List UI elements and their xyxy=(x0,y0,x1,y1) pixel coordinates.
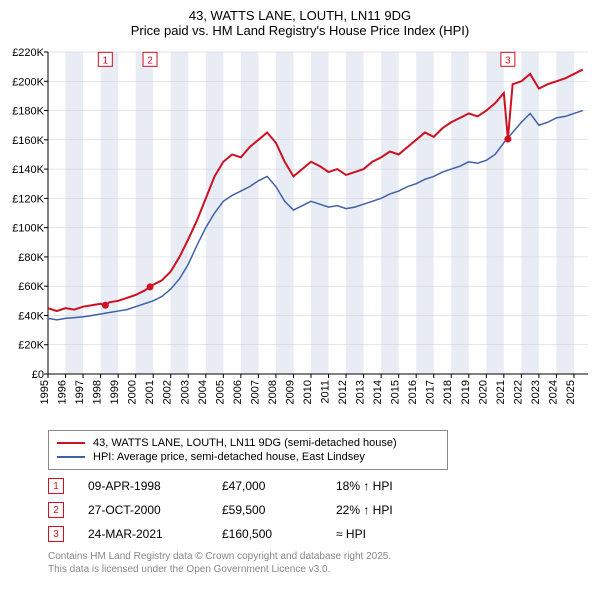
legend-box: 43, WATTS LANE, LOUTH, LN11 9DG (semi-de… xyxy=(48,430,448,470)
svg-text:2011: 2011 xyxy=(320,380,332,404)
svg-text:2021: 2021 xyxy=(495,380,507,404)
marker-badge: 3 xyxy=(48,526,64,542)
legend-swatch xyxy=(57,456,85,458)
svg-text:2020: 2020 xyxy=(477,380,489,404)
svg-text:2018: 2018 xyxy=(442,380,454,404)
svg-text:£140K: £140K xyxy=(12,164,44,176)
svg-text:2019: 2019 xyxy=(460,380,472,404)
svg-text:1: 1 xyxy=(103,55,109,66)
svg-text:2004: 2004 xyxy=(197,380,209,404)
sale-date: 09-APR-1998 xyxy=(88,479,198,493)
sales-row: 1 09-APR-1998 £47,000 18% ↑ HPI xyxy=(48,478,596,494)
svg-text:1997: 1997 xyxy=(74,380,86,404)
svg-text:2013: 2013 xyxy=(355,380,367,404)
sale-price: £59,500 xyxy=(222,503,312,517)
svg-text:£80K: £80K xyxy=(18,252,44,264)
svg-text:2022: 2022 xyxy=(512,380,524,404)
legend-swatch xyxy=(57,442,85,444)
sale-hpi-diff: ≈ HPI xyxy=(336,527,426,541)
svg-text:2008: 2008 xyxy=(267,380,279,404)
svg-text:£20K: £20K xyxy=(18,340,44,352)
svg-text:2015: 2015 xyxy=(390,380,402,404)
svg-text:£220K: £220K xyxy=(12,47,44,59)
svg-text:£60K: £60K xyxy=(18,281,44,293)
svg-text:2002: 2002 xyxy=(162,380,174,404)
chart-container: 43, WATTS LANE, LOUTH, LN11 9DG Price pa… xyxy=(0,0,600,580)
line-chart-svg: £0 £20K £40K £60K £80K £100K £120K £140K £160K £1… xyxy=(4,44,596,424)
svg-text:2001: 2001 xyxy=(144,380,156,404)
footer-line2: This data is licensed under the Open Gov… xyxy=(48,563,596,576)
sale-hpi-diff: 18% ↑ HPI xyxy=(336,479,426,493)
legend-item: HPI: Average price, semi-detached house,… xyxy=(57,451,439,463)
svg-text:£100K: £100K xyxy=(12,223,44,235)
legend-item: 43, WATTS LANE, LOUTH, LN11 9DG (semi-de… xyxy=(57,437,439,449)
svg-text:2016: 2016 xyxy=(407,380,419,404)
svg-text:1999: 1999 xyxy=(109,380,121,404)
svg-text:£200K: £200K xyxy=(12,76,44,88)
svg-text:2023: 2023 xyxy=(530,380,542,404)
legend-label: HPI: Average price, semi-detached house,… xyxy=(93,451,365,463)
svg-text:2005: 2005 xyxy=(214,380,226,404)
sale-date: 24-MAR-2021 xyxy=(88,527,198,541)
svg-text:1998: 1998 xyxy=(92,380,104,404)
svg-text:£180K: £180K xyxy=(12,106,44,118)
sales-row: 3 24-MAR-2021 £160,500 ≈ HPI xyxy=(48,526,596,542)
svg-text:1995: 1995 xyxy=(39,380,51,404)
sale-price: £160,500 xyxy=(222,527,312,541)
svg-text:£40K: £40K xyxy=(18,310,44,322)
title-line1: 43, WATTS LANE, LOUTH, LN11 9DG xyxy=(4,8,596,23)
marker-badge: 2 xyxy=(48,502,64,518)
sale-date: 27-OCT-2000 xyxy=(88,503,198,517)
svg-text:£120K: £120K xyxy=(12,193,44,205)
chart-area: £0 £20K £40K £60K £80K £100K £120K £140K £160K £1… xyxy=(4,44,596,424)
svg-text:2010: 2010 xyxy=(302,380,314,404)
svg-text:£0: £0 xyxy=(32,369,44,381)
svg-text:2017: 2017 xyxy=(425,380,437,404)
title-line2: Price paid vs. HM Land Registry's House … xyxy=(4,23,596,38)
svg-text:2003: 2003 xyxy=(179,380,191,404)
footer-attribution: Contains HM Land Registry data © Crown c… xyxy=(48,550,596,576)
svg-text:3: 3 xyxy=(505,55,511,66)
svg-text:2025: 2025 xyxy=(565,380,577,404)
marker-badge: 1 xyxy=(48,478,64,494)
svg-text:2012: 2012 xyxy=(337,380,349,404)
sale-price: £47,000 xyxy=(222,479,312,493)
svg-text:2000: 2000 xyxy=(127,380,139,404)
svg-text:2006: 2006 xyxy=(232,380,244,404)
footer-line1: Contains HM Land Registry data © Crown c… xyxy=(48,550,596,563)
svg-text:2024: 2024 xyxy=(547,380,559,404)
svg-text:£160K: £160K xyxy=(12,135,44,147)
sale-hpi-diff: 22% ↑ HPI xyxy=(336,503,426,517)
svg-text:2014: 2014 xyxy=(372,380,384,404)
legend-label: 43, WATTS LANE, LOUTH, LN11 9DG (semi-de… xyxy=(93,437,397,449)
svg-text:1996: 1996 xyxy=(57,380,69,404)
svg-text:2007: 2007 xyxy=(249,380,261,404)
sales-row: 2 27-OCT-2000 £59,500 22% ↑ HPI xyxy=(48,502,596,518)
title-block: 43, WATTS LANE, LOUTH, LN11 9DG Price pa… xyxy=(4,8,596,38)
sales-table: 1 09-APR-1998 £47,000 18% ↑ HPI 2 27-OCT… xyxy=(48,478,596,542)
svg-text:2009: 2009 xyxy=(284,380,296,404)
svg-text:2: 2 xyxy=(147,55,153,66)
